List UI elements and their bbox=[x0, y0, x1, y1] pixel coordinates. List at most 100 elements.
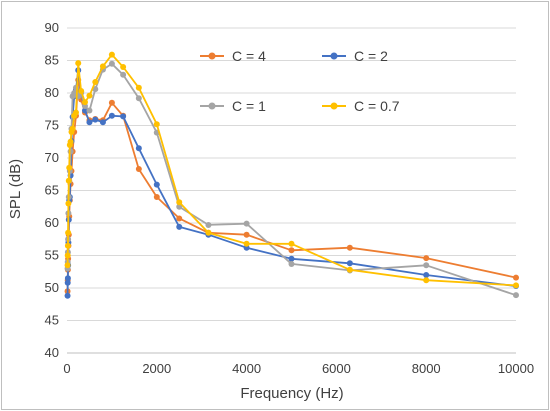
data-point-c-1 bbox=[135, 95, 142, 102]
data-point-c-1 bbox=[71, 90, 78, 96]
x-tick-label: 0 bbox=[63, 361, 70, 376]
legend-label: C = 0.7 bbox=[354, 98, 400, 114]
legend-item: C = 4 bbox=[200, 48, 266, 64]
y-tick-label: 40 bbox=[45, 345, 59, 360]
data-point-c-0-7 bbox=[423, 277, 430, 284]
data-point-c-2 bbox=[288, 255, 295, 262]
data-point-c-0-7 bbox=[64, 242, 71, 249]
x-axis-title: Frequency (Hz) bbox=[240, 385, 343, 402]
data-point-c-1 bbox=[120, 71, 127, 78]
data-point-c-4 bbox=[108, 99, 115, 106]
data-point-c-2 bbox=[64, 279, 71, 286]
data-point-c-0-7 bbox=[176, 199, 183, 206]
data-point-c-0-7 bbox=[81, 99, 88, 106]
data-point-c-0-7 bbox=[65, 177, 72, 184]
data-point-c-1 bbox=[513, 292, 519, 299]
x-tick-label: 6000 bbox=[322, 361, 351, 376]
y-tick-label: 55 bbox=[45, 248, 59, 263]
data-point-c-2 bbox=[86, 119, 93, 126]
data-point-c-0-7 bbox=[92, 78, 99, 85]
data-point-c-0-7 bbox=[513, 282, 519, 289]
data-point-c-1 bbox=[288, 260, 295, 267]
data-point-c-0-7 bbox=[135, 84, 142, 91]
data-point-c-4 bbox=[135, 166, 142, 173]
data-point-c-0-7 bbox=[67, 138, 74, 145]
data-point-c-0-7 bbox=[66, 164, 73, 171]
data-point-c-4 bbox=[153, 194, 160, 200]
y-tick-label: 80 bbox=[45, 85, 59, 100]
data-point-c-1 bbox=[423, 262, 430, 269]
data-point-c-0-7 bbox=[86, 92, 93, 99]
x-tick-label: 4000 bbox=[232, 361, 261, 376]
y-tick-label: 60 bbox=[45, 215, 59, 230]
data-point-c-0-7 bbox=[72, 109, 79, 116]
legend-item: C = 2 bbox=[322, 48, 388, 64]
legend-swatch-marker bbox=[330, 52, 338, 60]
legend-label: C = 2 bbox=[354, 48, 388, 64]
data-point-c-0-7 bbox=[108, 51, 115, 58]
x-tick-label: 8000 bbox=[412, 361, 441, 376]
legend-item: C = 0.7 bbox=[322, 98, 400, 114]
legend-label: C = 1 bbox=[232, 98, 266, 114]
y-tick-label: 70 bbox=[45, 150, 59, 165]
data-point-c-0-7 bbox=[75, 60, 82, 67]
y-tick-label: 45 bbox=[45, 313, 59, 328]
legend-swatch-marker bbox=[208, 52, 216, 60]
y-tick-label: 50 bbox=[45, 280, 59, 295]
data-point-c-2 bbox=[64, 275, 71, 282]
data-point-c-0-7 bbox=[64, 252, 71, 259]
legend-swatch-marker bbox=[330, 102, 338, 110]
data-point-c-1 bbox=[176, 203, 183, 210]
y-tick-label: 85 bbox=[45, 53, 59, 68]
y-tick-label: 90 bbox=[45, 20, 59, 35]
data-point-c-0-7 bbox=[99, 63, 106, 70]
y-axis-title: SPL (dB) bbox=[7, 159, 24, 219]
data-point-c-0-7 bbox=[243, 240, 250, 247]
data-point-c-2 bbox=[423, 272, 430, 278]
data-point-c-4 bbox=[423, 255, 430, 262]
data-point-c-0-7 bbox=[65, 200, 72, 207]
axes: 40 45 50 55 60 65 70 75 80 85 90 0 2000 4000 6000 8000 1… bbox=[45, 20, 535, 376]
data-point-c-2 bbox=[92, 116, 99, 123]
data-point-c-2 bbox=[135, 145, 142, 152]
data-point-c-4 bbox=[176, 215, 183, 222]
data-point-c-2 bbox=[81, 107, 88, 114]
data-point-c-0-7 bbox=[288, 240, 295, 247]
data-point-c-2 bbox=[120, 113, 127, 120]
data-point-c-0-7 bbox=[120, 64, 127, 70]
gridlines bbox=[67, 27, 516, 354]
data-point-c-0-7 bbox=[205, 229, 212, 236]
data-point-c-2 bbox=[153, 181, 160, 188]
data-point-c-2 bbox=[176, 223, 183, 230]
legend-swatch-marker bbox=[208, 102, 216, 110]
data-point-c-1 bbox=[243, 220, 250, 227]
data-point-c-2 bbox=[99, 119, 106, 126]
data-point-c-4 bbox=[513, 274, 519, 281]
x-tick-label: 10000 bbox=[498, 361, 534, 376]
data-point-c-4 bbox=[243, 231, 250, 238]
x-tick-label: 2000 bbox=[142, 361, 171, 376]
data-point-c-1 bbox=[86, 107, 93, 114]
data-point-c-0-7 bbox=[65, 229, 72, 236]
legend: C = 4 C = 2 C = 1 C = 0.7 bbox=[200, 48, 400, 114]
data-point-c-2 bbox=[108, 112, 115, 119]
y-tick-label: 65 bbox=[45, 183, 59, 198]
data-point-c-0-7 bbox=[64, 262, 71, 269]
y-tick-label: 75 bbox=[45, 118, 59, 133]
data-point-c-0-7 bbox=[69, 125, 76, 132]
data-point-c-1 bbox=[205, 221, 212, 228]
series-lines bbox=[64, 51, 519, 299]
data-point-c-2 bbox=[346, 260, 353, 267]
data-point-c-1 bbox=[67, 148, 74, 155]
data-point-c-1 bbox=[108, 60, 115, 67]
legend-label: C = 4 bbox=[232, 48, 266, 64]
data-point-c-4 bbox=[288, 247, 295, 254]
series-line-c-0-7 bbox=[66, 53, 517, 287]
legend-item: C = 1 bbox=[200, 98, 266, 114]
data-point-c-0-7 bbox=[346, 266, 353, 273]
data-point-c-0-7 bbox=[78, 88, 85, 95]
data-point-c-0-7 bbox=[153, 121, 160, 128]
data-point-c-4 bbox=[346, 244, 353, 251]
